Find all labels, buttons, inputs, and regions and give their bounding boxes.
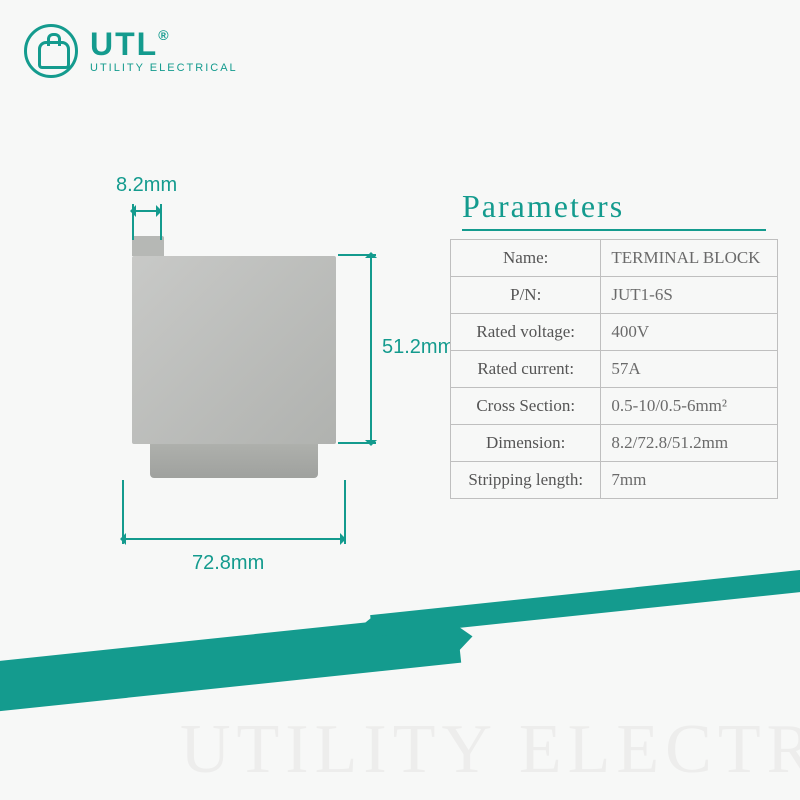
param-value: TERMINAL BLOCK	[601, 240, 778, 277]
logo-mark-icon	[24, 24, 78, 78]
param-key: Cross Section:	[451, 388, 601, 425]
param-value: 57A	[601, 351, 778, 388]
table-row: Rated voltage:400V	[451, 314, 778, 351]
param-value: 7mm	[601, 462, 778, 499]
table-row: Cross Section:0.5-10/0.5-6mm²	[451, 388, 778, 425]
parameters-panel: Parameters Name:TERMINAL BLOCKP/N:JUT1-6…	[450, 184, 778, 499]
dim-width-line	[122, 538, 344, 540]
dim-height-line	[370, 254, 372, 444]
dim-depth-label: 8.2mm	[116, 174, 177, 197]
param-value: 8.2/72.8/51.2mm	[601, 425, 778, 462]
param-value: JUT1-6S	[601, 277, 778, 314]
param-key: Dimension:	[451, 425, 601, 462]
param-key: P/N:	[451, 277, 601, 314]
param-value: 400V	[601, 314, 778, 351]
brand-name-text: UTL	[90, 26, 158, 62]
watermark-text: UTILITY ELECTRICAL	[180, 710, 800, 790]
brand-name: UTL®	[90, 28, 238, 60]
terminal-block-silhouette	[132, 256, 336, 444]
table-row: Stripping length:7mm	[451, 462, 778, 499]
logo: UTL® UTILITY ELECTRICAL	[24, 24, 238, 78]
dim-width-label: 72.8mm	[192, 552, 264, 575]
table-row: P/N:JUT1-6S	[451, 277, 778, 314]
table-row: Rated current:57A	[451, 351, 778, 388]
trademark-symbol: ®	[158, 27, 170, 43]
param-key: Stripping length:	[451, 462, 601, 499]
parameters-table: Name:TERMINAL BLOCKP/N:JUT1-6SRated volt…	[450, 239, 778, 499]
dim-height-label: 51.2mm	[382, 336, 454, 359]
param-key: Rated voltage:	[451, 314, 601, 351]
param-key: Name:	[451, 240, 601, 277]
table-row: Name:TERMINAL BLOCK	[451, 240, 778, 277]
brand-tagline: UTILITY ELECTRICAL	[90, 62, 238, 74]
table-row: Dimension:8.2/72.8/51.2mm	[451, 425, 778, 462]
dim-depth-line	[132, 210, 160, 212]
param-value: 0.5-10/0.5-6mm²	[601, 388, 778, 425]
parameters-title: Parameters	[450, 184, 778, 239]
param-key: Rated current:	[451, 351, 601, 388]
product-diagram: 8.2mm 51.2mm 72.8mm	[40, 210, 440, 590]
